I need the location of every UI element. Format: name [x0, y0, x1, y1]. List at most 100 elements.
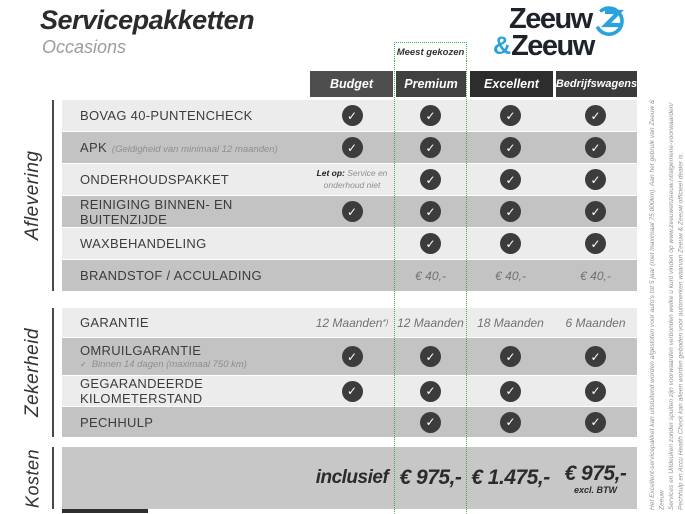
- row-label: APK (Geldigheid van minimaal 12 maanden): [62, 140, 310, 155]
- cell-bedrijfswagens: ✓: [554, 233, 637, 254]
- cell-excellent: ✓: [467, 411, 554, 433]
- check-icon: ✓: [500, 411, 521, 433]
- row-label: BRANDSTOF / ACCULADING: [80, 268, 262, 283]
- note-text: Service en onderhoud niet: [323, 168, 388, 190]
- table-row-onderhoudspakket: ONDERHOUDSPAKKET Let op: Service en onde…: [62, 164, 637, 195]
- row-label-main: OMRUILGARANTIE: [80, 343, 202, 358]
- row-label: WAXBEHANDELING: [80, 236, 207, 251]
- meest-gekozen-badge: Meest gekozen: [394, 42, 467, 61]
- section-bar-zekerheid: [52, 308, 54, 437]
- cell-bedrijfswagens: ✓: [554, 201, 637, 222]
- row-subcheck: ✓ Binnen 14 dagen (maximaal 750 km): [80, 359, 310, 370]
- column-header-bedrijfswagens: Bedrijfswagens: [556, 71, 637, 97]
- check-icon: ✓: [500, 169, 521, 190]
- months-value: 12 Maanden: [315, 315, 383, 330]
- fineprint-line: Pechhulp en Accu Health Check kan alleen…: [677, 152, 685, 511]
- bottom-edge-bar: [62, 509, 148, 513]
- footnote-mark: *): [382, 318, 389, 327]
- check-icon: ✓: [341, 105, 363, 126]
- total-bedrijfswagens-stack: € 975,- excl. BTW: [554, 462, 637, 495]
- row-label-main: APK: [80, 140, 107, 155]
- cell-budget: ✓: [310, 380, 394, 402]
- check-icon: ✓: [500, 201, 521, 222]
- table-row-pechhulp: PECHHULP ✓ ✓ ✓: [62, 407, 637, 437]
- total-excellent: € 1.475,-: [471, 466, 550, 489]
- check-icon: ✓: [420, 233, 441, 254]
- check-icon: ✓: [585, 201, 606, 222]
- cell-excellent-price: € 40,-: [495, 268, 526, 283]
- total-premium: € 975,-: [399, 466, 462, 489]
- cell-excellent: ✓: [467, 201, 554, 222]
- cell-premium: ✓: [394, 105, 467, 126]
- cell-bedrijfswagens: ✓: [554, 169, 637, 190]
- zeeuw-zeeuw-logo: Zeeuw & Zeeuw: [493, 4, 661, 64]
- check-icon: ✓: [500, 380, 521, 402]
- cell-budget: ✓: [310, 105, 394, 126]
- check-icon: ✓: [500, 105, 521, 126]
- cell-bedrijfswagens: ✓: [554, 380, 637, 402]
- cell-bedrijfswagens: ✓: [554, 411, 637, 433]
- check-icon: ✓: [585, 346, 606, 367]
- logo-line1: Zeeuw: [509, 4, 630, 42]
- cell-budget: Let op: Service en onderhoud niet: [310, 168, 394, 190]
- cell-premium-price: € 40,-: [415, 268, 446, 283]
- check-icon: ✓: [341, 346, 363, 367]
- table-row-reiniging: REINIGING BINNEN- EN BUITENZIJDE ✓ ✓ ✓ ✓: [62, 196, 637, 227]
- logo-word-zeeuw-1: Zeeuw: [509, 3, 593, 35]
- section-label-aflevering: Aflevering: [22, 150, 43, 241]
- cell-premium: ✓: [394, 380, 467, 402]
- check-icon: ✓: [585, 169, 606, 190]
- cell-bedrijfswagens-price: € 40,-: [580, 268, 611, 283]
- table-row-kosten-totals: inclusief € 975,- € 1.475,- € 975,- excl…: [62, 447, 637, 509]
- subcheck-text: Binnen 14 dagen (maximaal 750 km): [91, 359, 247, 370]
- cell-excellent-months: 18 Maanden: [477, 315, 544, 330]
- total-bedrijfswagens: € 975,-: [564, 461, 627, 485]
- check-icon: ✓: [420, 169, 441, 190]
- cell-bedrijfswagens: ✓: [554, 137, 637, 158]
- row-label: ONDERHOUDSPAKKET: [80, 172, 230, 187]
- cell-excellent: ✓: [467, 137, 554, 158]
- column-header-excellent: Excellent: [470, 71, 553, 97]
- check-icon: ✓: [500, 346, 521, 367]
- cell-premium: ✓: [394, 346, 467, 367]
- table-row-brandstof: BRANDSTOF / ACCULADING € 40,- € 40,- € 4…: [62, 260, 637, 291]
- cell-excellent: ✓: [467, 105, 554, 126]
- page-subtitle: Occasions: [42, 37, 127, 57]
- check-icon: ✓: [585, 233, 606, 254]
- logo-line2: & Zeeuw: [493, 30, 595, 62]
- row-label: GEGARANDEERDE KILOMETERSTAND: [80, 376, 204, 406]
- check-icon: ✓: [585, 411, 606, 433]
- table-row-waxbehandeling: WAXBEHANDELING ✓ ✓ ✓: [62, 228, 637, 259]
- check-icon: ✓: [500, 233, 521, 254]
- check-icon: ✓: [420, 137, 441, 158]
- row-sublabel: (Geldigheid van minimaal 12 maanden): [111, 144, 278, 155]
- check-icon: ✓: [341, 137, 363, 158]
- cell-excellent: ✓: [467, 380, 554, 402]
- small-check-icon: ✓: [80, 360, 87, 369]
- cell-premium: ✓: [394, 137, 467, 158]
- cell-budget: ✓: [310, 201, 394, 222]
- column-header-premium: Premium: [396, 71, 466, 97]
- z-swoosh-icon: [594, 1, 630, 42]
- check-icon: ✓: [420, 411, 441, 433]
- check-icon: ✓: [585, 380, 606, 402]
- cell-excellent: ✓: [467, 169, 554, 190]
- table-row-bovag: BOVAG 40-PUNTENCHECK ✓ ✓ ✓ ✓: [62, 100, 637, 131]
- fineprint-line: Het Excellent-servicepakket kan uitsluit…: [649, 99, 666, 510]
- row-label: GARANTIE: [80, 315, 149, 330]
- row-label: PECHHULP: [80, 414, 154, 430]
- total-budget: inclusief: [315, 467, 389, 488]
- check-icon: ✓: [420, 346, 441, 367]
- cell-premium: ✓: [394, 201, 467, 222]
- cell-budget: ✓: [310, 137, 394, 158]
- budget-note: Let op: Service en onderhoud niet: [310, 168, 394, 190]
- cell-bedrijfswagens: ✓: [554, 346, 637, 367]
- column-header-budget: Budget: [310, 71, 393, 97]
- logo-word-zeeuw-2: Zeeuw: [511, 30, 595, 62]
- section-bar-aflevering: [52, 100, 54, 291]
- section-label-kosten: Kosten: [22, 448, 43, 508]
- logo-ampersand: &: [493, 32, 511, 60]
- fineprint-line: Services en Uitdeuken zonder spuiten zij…: [668, 102, 676, 510]
- cell-premium-months: 12 Maanden: [397, 315, 464, 330]
